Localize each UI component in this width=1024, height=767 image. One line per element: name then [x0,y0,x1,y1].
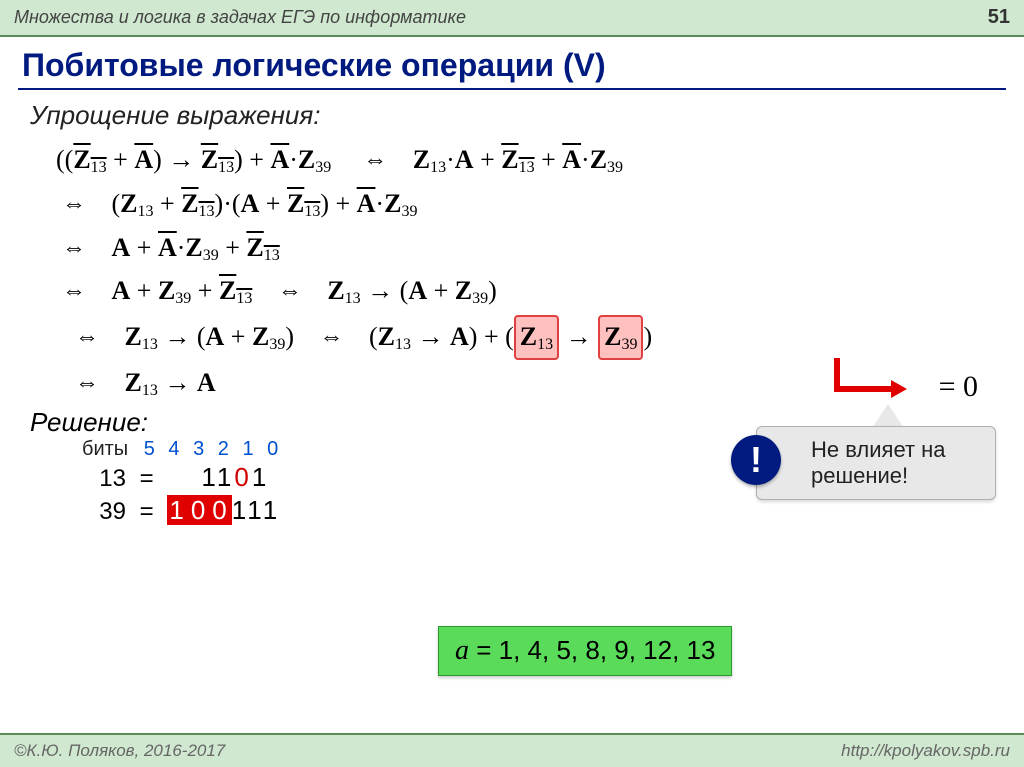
highlight-z39: Z39 [598,315,643,360]
highlight-z13: Z13 [514,315,559,360]
callout-arrow-bar [834,358,894,392]
slide-title: Побитовые логические операции (V) [0,37,1024,88]
callout-line2: решение! [811,463,908,488]
page-number: 51 [988,6,1010,29]
answer-var: a [455,635,469,666]
page-header: Множества и логика в задачах ЕГЭ по инфо… [0,0,1024,37]
footer-url: http://kpolyakov.spb.ru [841,741,1010,761]
callout-arrow-head [891,380,907,398]
answer-values: = 1, 4, 5, 8, 9, 12, 13 [469,635,715,665]
bits-label: биты [82,438,128,460]
subtitle: Упрощение выражения: [0,98,1024,137]
formula-row-2: ⇔ (Z13 + Z13)·(A + Z13) + A·Z39 [56,184,1004,225]
formula-row-4: ⇔ A + Z39 + Z13 ⇔ Z13 → (A + Z39) [56,271,1004,312]
page-footer: ©К.Ю. Поляков, 2016-2017 http://kpolyako… [0,733,1024,767]
footer-copyright: ©К.Ю. Поляков, 2016-2017 [14,741,225,761]
bits-positions: 5 4 3 2 1 0 [144,438,283,460]
exclamation-badge: ! [731,435,781,485]
formula-row-3: ⇔ A + A·Z39 + Z13 [56,228,1004,269]
equals-zero: = 0 [939,370,978,404]
answer-box: a = 1, 4, 5, 8, 9, 12, 13 [438,626,732,676]
callout-tail [872,404,904,428]
header-title: Множества и логика в задачах ЕГЭ по инфо… [14,7,466,28]
title-underline [18,88,1006,90]
formula-row-1: ((Z13 + A) → Z13) + A·Z39 ⇔ Z13·A + Z13 … [56,140,1004,181]
callout-box: ! Не влияет на решение! [756,426,996,500]
callout-line1: Не влияет на [811,437,946,462]
formula-row-5: ⇔ Z13 → (A + Z39) ⇔ (Z13 → A) + (Z13 → Z… [56,315,1004,360]
